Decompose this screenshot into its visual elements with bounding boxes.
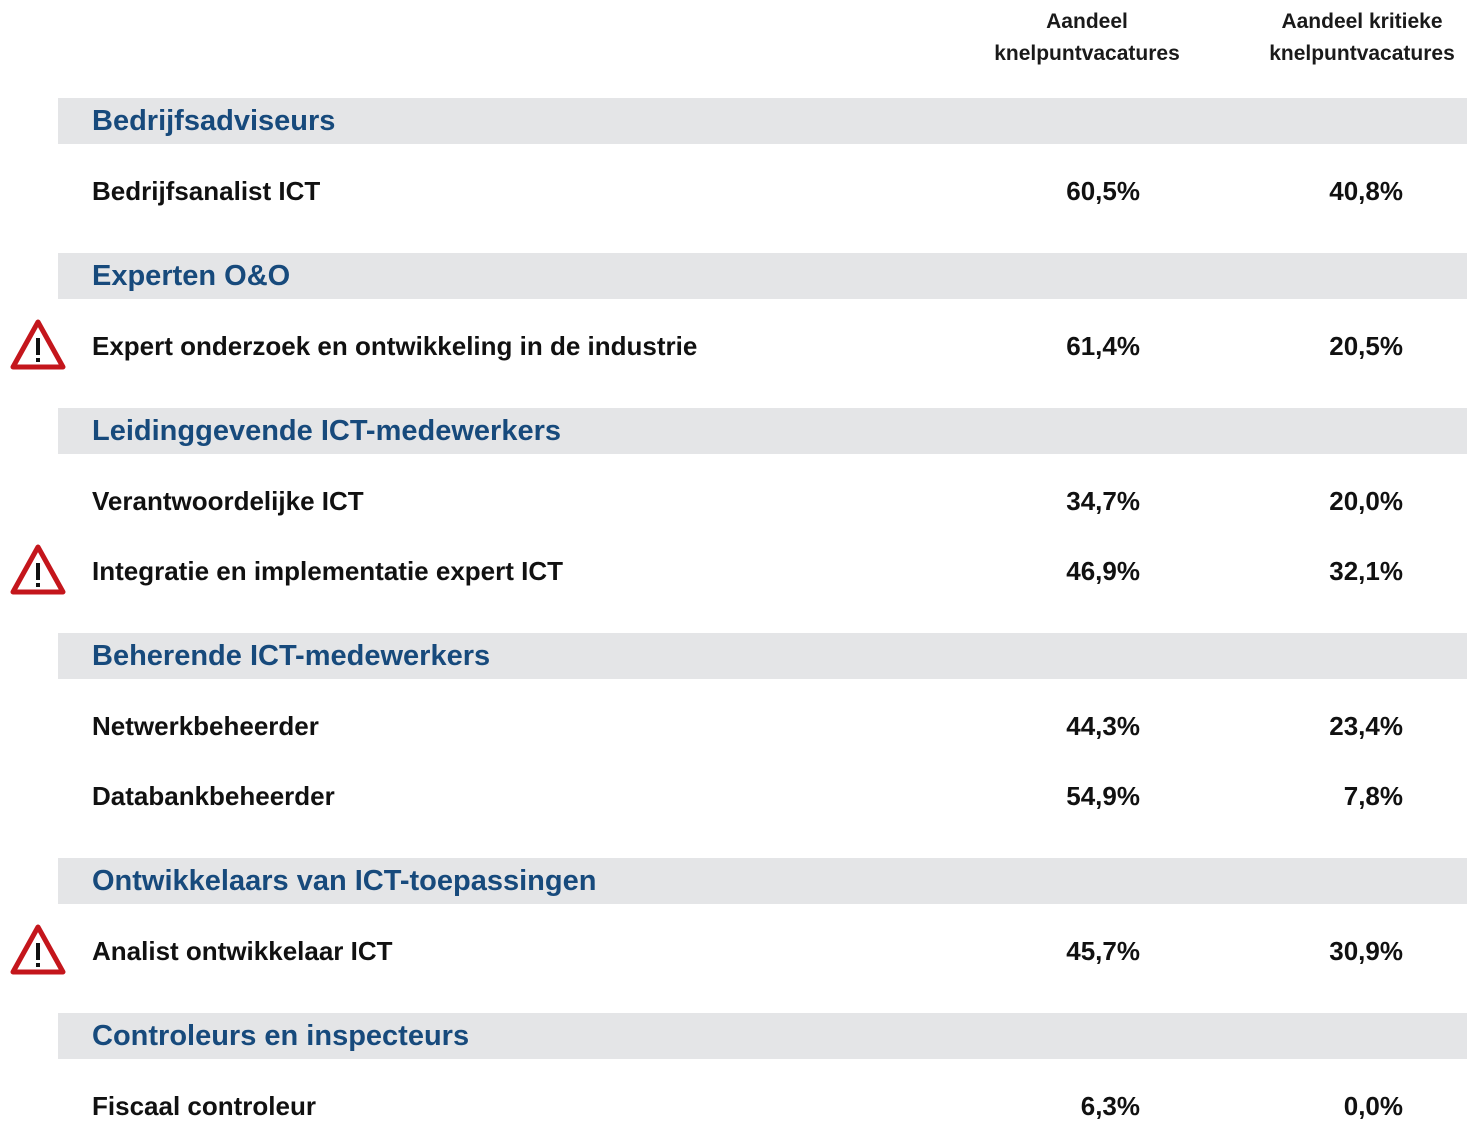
cell-value: 60,5%: [1066, 176, 1140, 206]
cell-value: 40,8%: [1329, 176, 1403, 206]
cell-value: 44,3%: [1066, 711, 1140, 741]
row-label: Analist ontwikkelaar ICT: [92, 936, 393, 966]
cell-value: 54,9%: [1066, 781, 1140, 811]
group-title: Beherende ICT-medewerkers: [92, 640, 491, 672]
row-label: Databankbeheerder: [92, 781, 335, 811]
group-title: Bedrijfsadviseurs: [92, 105, 336, 137]
row-label: Integratie en implementatie expert ICT: [92, 556, 564, 586]
cell-value: 30,9%: [1329, 936, 1403, 966]
warning-icon: [10, 544, 66, 595]
column-header: Aandeel kritieke knelpuntvacatures: [1269, 10, 1455, 65]
group-title: Leidinggevende ICT-medewerkers: [92, 415, 561, 447]
group-title: Controleurs en inspecteurs: [92, 1020, 470, 1052]
column-header: Aandeel knelpuntvacatures: [994, 10, 1180, 65]
group-band: [58, 253, 1467, 299]
row-label: Expert onderzoek en ontwikkeling in de i…: [92, 331, 698, 361]
group-band: [58, 858, 1467, 904]
row-label: Fiscaal controleur: [92, 1091, 316, 1121]
group-band: [58, 1013, 1467, 1059]
cell-value: 46,9%: [1066, 556, 1140, 586]
cell-value: 6,3%: [1080, 1091, 1140, 1121]
cell-value: 61,4%: [1066, 331, 1140, 361]
warning-icon: [10, 319, 66, 370]
cell-value: 32,1%: [1329, 556, 1403, 586]
cell-value: 34,7%: [1066, 486, 1140, 516]
row-label: Verantwoordelijke ICT: [92, 486, 364, 516]
group-title: Ontwikkelaars van ICT-toepassingen: [92, 865, 597, 897]
cell-value: 20,0%: [1329, 486, 1403, 516]
row-label: Netwerkbeheerder: [92, 711, 319, 741]
group-band: [58, 408, 1467, 454]
row-label: Bedrijfsanalist ICT: [92, 176, 321, 206]
cell-value: 20,5%: [1329, 331, 1403, 361]
warning-icon: [10, 924, 66, 975]
cell-value: 0,0%: [1343, 1091, 1403, 1121]
cell-value: 7,8%: [1343, 781, 1403, 811]
group-band: [58, 633, 1467, 679]
cell-value: 45,7%: [1066, 936, 1140, 966]
group-band: [58, 98, 1467, 144]
group-title: Experten O&O: [92, 260, 291, 292]
cell-value: 23,4%: [1329, 711, 1403, 741]
